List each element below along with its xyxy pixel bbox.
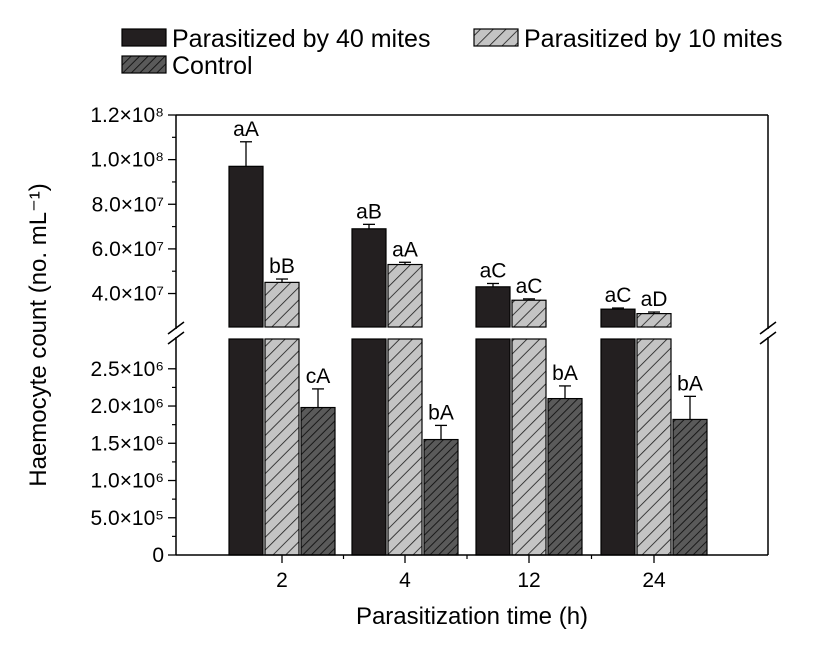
x-tick-label: 12	[517, 569, 540, 592]
significance-label: aA	[233, 118, 259, 141]
y-tick-label: 1.5×10⁶	[91, 432, 164, 455]
y-tick-label: 1.0×10⁶	[91, 470, 164, 493]
y-tick-label: 1.0×10⁸	[90, 149, 164, 172]
significance-label: aD	[641, 288, 668, 311]
significance-label: bA	[428, 401, 454, 424]
significance-label: aB	[356, 200, 382, 223]
significance-label: aC	[516, 275, 543, 298]
legend-swatch	[121, 28, 167, 47]
axis-break-mark	[759, 321, 777, 335]
axis-break-mark	[167, 331, 185, 345]
bar-lower-part	[228, 338, 264, 556]
y-tick-label: 2.5×10⁶	[91, 358, 164, 381]
bar-lower-part	[351, 338, 387, 556]
bar-lower-part	[636, 338, 672, 556]
bar	[228, 165, 264, 328]
x-tick-label: 2	[276, 569, 288, 592]
bar	[387, 263, 423, 328]
y-tick-label: 6.0×10⁷	[92, 238, 164, 261]
plot-frame	[167, 114, 777, 556]
axis-break-mark	[759, 331, 777, 345]
bar-lower-part	[600, 338, 636, 556]
bar	[423, 438, 459, 556]
significance-label: bA	[677, 372, 703, 395]
x-axis-ticks: 2 4 12 24	[276, 555, 666, 592]
y-axis-ticks: 4.0×10⁷ 6.0×10⁷ 8.0×10⁷ 1.0×10⁸ 1.2×10⁸ 0 5.0×…	[90, 104, 176, 567]
significance-label: aC	[480, 259, 507, 282]
significance-label: bB	[269, 255, 295, 278]
bar	[600, 308, 636, 328]
y-tick-label: 0	[152, 544, 164, 567]
legend: Parasitized by 40 mites Parasitized by 10…	[121, 25, 782, 80]
bar	[351, 228, 387, 328]
significance-label: cA	[306, 365, 331, 388]
y-axis-title: Haemocyte count (no. mL⁻¹)	[25, 183, 52, 486]
bar	[636, 313, 672, 328]
y-tick-label: 4.0×10⁷	[92, 283, 164, 306]
x-tick-label: 4	[399, 569, 411, 592]
x-axis-title: Parasitization time (h)	[356, 603, 588, 630]
legend-entry: Parasitized by 40 mites	[172, 25, 430, 53]
bar	[511, 299, 547, 328]
bar	[672, 418, 708, 556]
y-tick-label: 2.0×10⁶	[91, 395, 164, 418]
bar-lower-part	[387, 338, 423, 556]
legend-entry: Parasitized by 10 mites	[524, 25, 782, 53]
significance-label: bA	[552, 362, 578, 385]
legend-entry: Control	[172, 52, 253, 80]
significance-label: aA	[392, 238, 418, 261]
y-tick-label: 5.0×10⁵	[90, 507, 164, 530]
bars: aA aB aC aC bB aA aC aD cA bA bA bA	[228, 118, 708, 556]
bar-lower-part	[511, 338, 547, 556]
bar-lower-part	[264, 338, 300, 556]
x-tick-label: 24	[642, 569, 666, 592]
axis-titles: Parasitization time (h) Haemocyte count (…	[25, 183, 588, 630]
bar	[475, 286, 511, 328]
bar	[547, 397, 583, 556]
y-tick-label: 1.2×10⁸	[90, 104, 164, 127]
y-tick-label: 8.0×10⁷	[92, 193, 164, 216]
axis-break-mark	[167, 321, 185, 335]
legend-swatch	[121, 55, 167, 74]
bar	[264, 281, 300, 328]
legend-swatch	[473, 28, 519, 47]
significance-label: aC	[605, 284, 632, 307]
bar	[300, 406, 336, 556]
bar-lower-part	[475, 338, 511, 556]
